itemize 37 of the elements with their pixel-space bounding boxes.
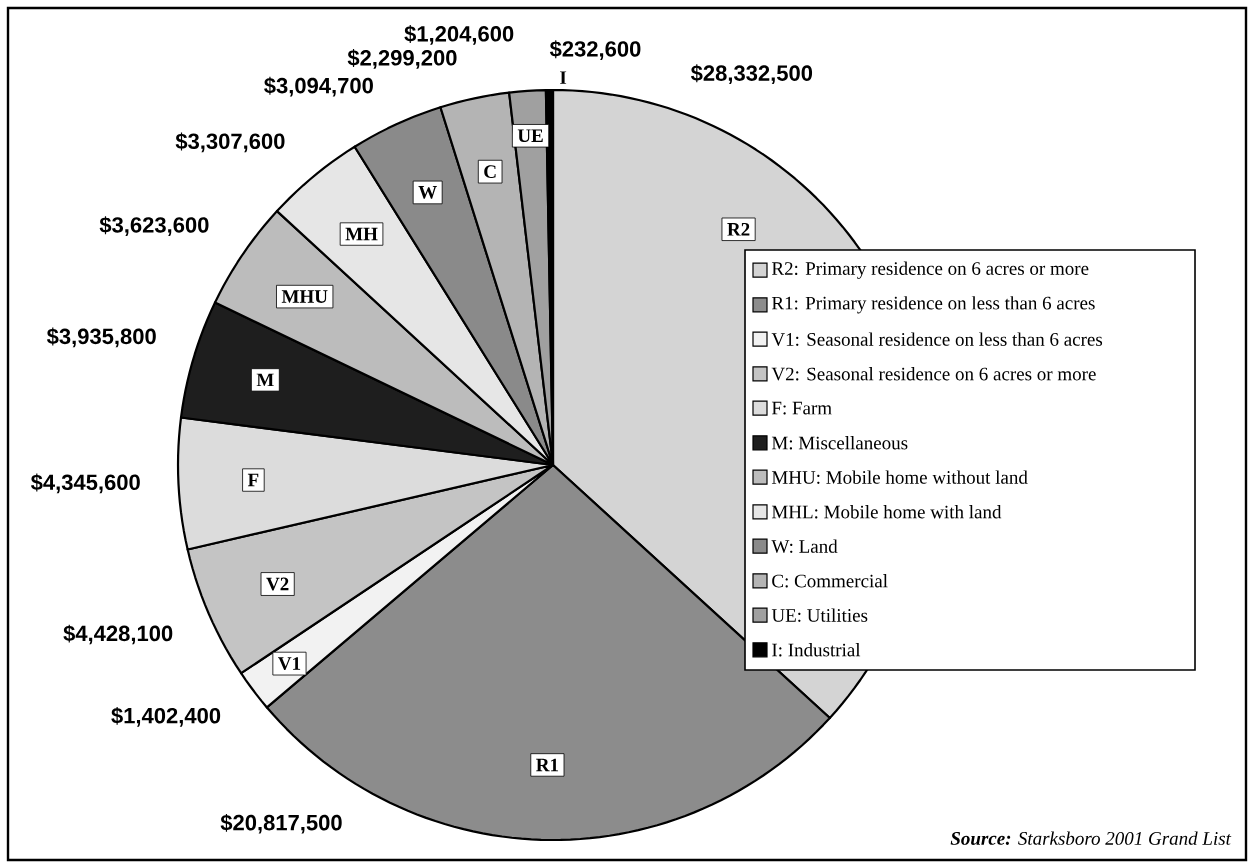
legend-label: I: Industrial <box>772 643 861 657</box>
text: R1 <box>536 758 559 772</box>
data-label: $3,935,800 <box>46 327 156 348</box>
legend-label: C: Commercial <box>772 574 888 588</box>
text: I <box>560 71 567 84</box>
text: R2 <box>727 222 750 236</box>
legend-label: V2: Seasonal residence on 6 acres or more <box>771 367 1096 381</box>
legend-label: R1: Primary residence on less than 6 acres <box>771 296 1095 314</box>
data-label: $1,402,400 <box>111 706 221 727</box>
text: W <box>418 186 437 199</box>
data-label: $3,623,600 <box>99 216 209 236</box>
legend-label: MHL: Mobile home with land <box>771 505 1002 519</box>
text: V2 <box>266 577 289 591</box>
data-label: $232,600 <box>549 40 641 60</box>
text: M <box>256 373 274 387</box>
text: C <box>484 165 496 179</box>
text: MHU <box>281 290 328 303</box>
legend-label: W: Land <box>771 539 838 553</box>
text: Source: Starksboro 2001 Grand List <box>950 831 1232 845</box>
legend-label: F: Farm <box>771 401 832 415</box>
data-label: $4,345,600 <box>30 473 140 494</box>
data-label: $3,307,600 <box>175 132 285 153</box>
legend-label: V1: Seasonal residence on less than 6 acres <box>771 332 1103 346</box>
data-label: $3,094,700 <box>264 76 373 97</box>
text: MH <box>345 227 378 241</box>
data-label: $1,204,600 <box>404 25 514 45</box>
legend-label: UE: Utilities <box>771 608 868 622</box>
data-label: $28,332,500 <box>690 64 813 85</box>
text: UE <box>517 129 543 143</box>
data-label: $20,817,500 <box>220 813 342 834</box>
legend-label: MHU: Mobile home without land <box>771 470 1028 484</box>
text: V1 <box>278 657 301 671</box>
legend-label: M: Miscellaneous <box>771 436 908 450</box>
text: F <box>247 473 259 487</box>
legend-label: R2: Primary residence on 6 acres or more <box>771 261 1089 279</box>
data-label: $4,428,100 <box>63 624 173 645</box>
data-label: $2,299,200 <box>347 49 457 69</box>
